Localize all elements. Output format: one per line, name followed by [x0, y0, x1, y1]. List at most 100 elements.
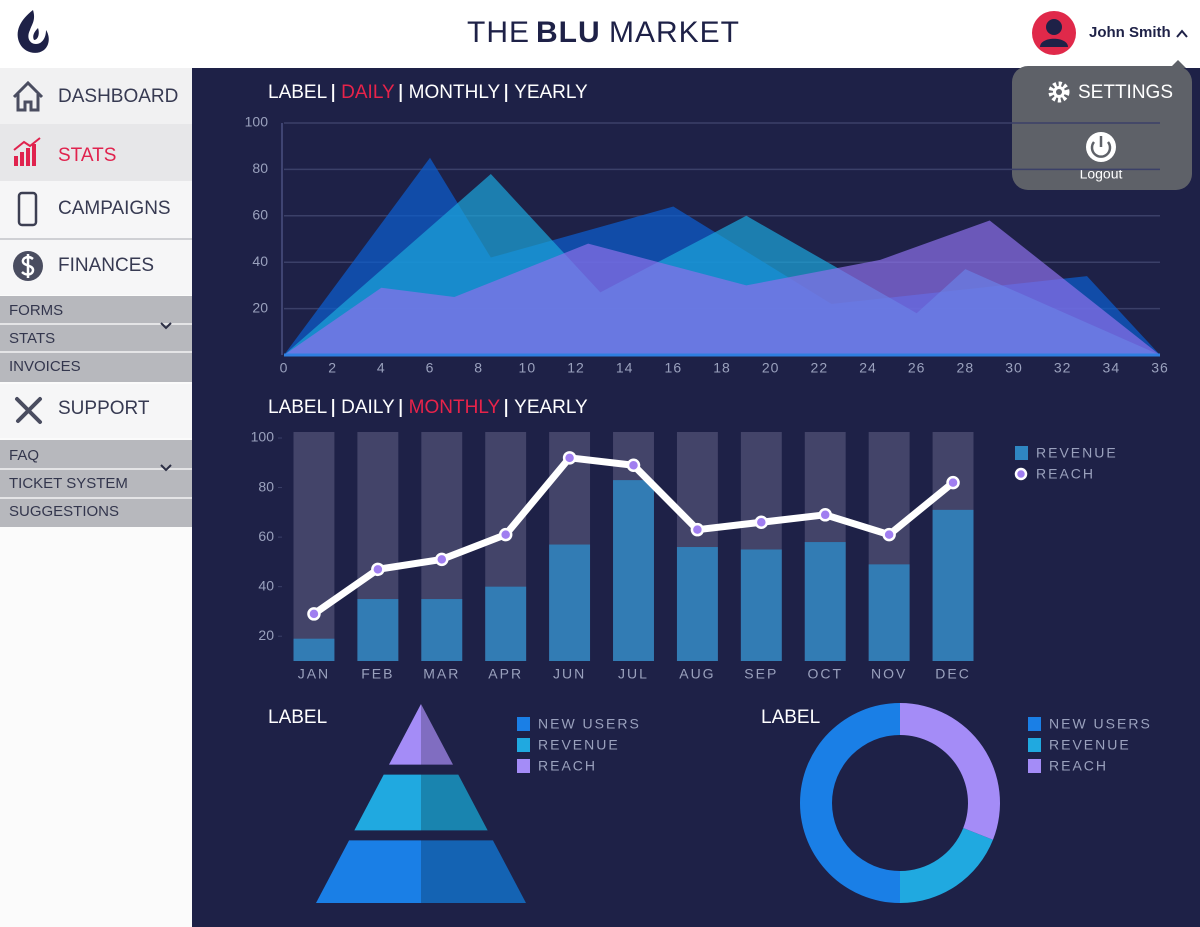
tab[interactable]: LABEL: [268, 82, 327, 103]
nav-item-bg[interactable]: [0, 68, 192, 124]
power-icon[interactable]: [1086, 132, 1116, 162]
divider: [0, 468, 192, 470]
x-tick-label: SEP: [744, 666, 778, 682]
y-tick-label: 40: [258, 577, 274, 593]
bar: [868, 564, 910, 661]
x-tick-label: AUG: [679, 666, 715, 682]
submenu: [0, 440, 192, 527]
nav-item[interactable]: SUPPORT: [58, 398, 150, 419]
avatar[interactable]: [1032, 11, 1076, 55]
donut-segment: [900, 828, 993, 903]
y-tick-label: 100: [245, 114, 269, 130]
chevron[interactable]: [160, 464, 172, 472]
submenu-item[interactable]: FORMS: [9, 302, 63, 319]
pyramid-tier: [354, 774, 421, 831]
nav-item-bg[interactable]: [0, 384, 192, 438]
point: [690, 522, 705, 537]
x-tick-label: 8: [474, 360, 483, 376]
x-tick-label: APR: [488, 666, 523, 682]
settings-label[interactable]: SETTINGS: [1078, 82, 1173, 103]
legend-swatch: [1028, 738, 1041, 752]
tab[interactable]: LABEL: [268, 397, 327, 418]
submenu-item[interactable]: FAQ: [9, 447, 39, 464]
logo[interactable]: [17, 10, 49, 53]
bar: [549, 544, 591, 661]
nav-item-active[interactable]: STATS: [58, 145, 116, 166]
phone-icon: [17, 191, 38, 227]
x-tick-label: 10: [519, 360, 537, 376]
point: [562, 451, 577, 465]
tab[interactable]: YEARLY: [514, 82, 588, 103]
legend-swatch: [1028, 717, 1041, 731]
legend-label: REACH: [538, 758, 597, 774]
tab[interactable]: MONTHLY: [409, 82, 501, 103]
header: [0, 0, 1200, 68]
legend-swatch: [517, 759, 530, 773]
submenu-item[interactable]: TICKET SYSTEM: [9, 475, 128, 492]
home-icon: [12, 80, 44, 112]
x-tick-label: 26: [908, 360, 926, 376]
x-tick-label: MAR: [423, 666, 460, 682]
dollar-glyph: [21, 254, 35, 278]
caret[interactable]: [1176, 29, 1188, 38]
x-tick-label: 0: [280, 360, 289, 376]
area: [284, 220, 1160, 355]
y-tick-label: 100: [251, 429, 275, 445]
x-tick-label: JUL: [618, 666, 649, 682]
tab[interactable]: MONTHLY: [409, 397, 501, 418]
x-tick-label: JAN: [298, 666, 330, 682]
pyramid-tier-side: [421, 774, 488, 831]
brand-part: BLU: [536, 16, 601, 49]
nav-item[interactable]: FINANCES: [58, 255, 154, 276]
divider: [0, 323, 192, 325]
x-tick-label: 18: [713, 360, 731, 376]
x-tick-label: 22: [811, 360, 829, 376]
bar: [613, 480, 654, 661]
logout-label[interactable]: Logout: [1080, 166, 1123, 182]
submenu-item[interactable]: INVOICES: [9, 358, 81, 375]
submenu-item[interactable]: SUGGESTIONS: [9, 503, 119, 520]
x-tick-label: 16: [665, 360, 683, 376]
tab[interactable]: DAILY: [341, 397, 395, 418]
legend-swatch: [517, 717, 530, 731]
x-tick-label: 34: [1103, 360, 1121, 376]
nav-item-bg[interactable]: [0, 181, 192, 238]
chart-title: LABEL: [761, 707, 820, 728]
stats-icon: [13, 137, 41, 166]
y-tick-label: 20: [258, 627, 274, 643]
legend-label: REVENUE: [1036, 445, 1118, 461]
nav-item[interactable]: DASHBOARD: [58, 86, 178, 107]
tab[interactable]: YEARLY: [514, 397, 588, 418]
legend-label: REACH: [1049, 758, 1108, 774]
chevron[interactable]: [160, 322, 172, 330]
bar: [740, 549, 782, 661]
divider: [0, 497, 192, 499]
point: [754, 515, 769, 529]
x-tick-label: 30: [1005, 360, 1023, 376]
x-tick-label: 12: [567, 360, 585, 376]
submenu-item[interactable]: STATS: [9, 330, 55, 347]
point: [882, 527, 896, 542]
nav-item[interactable]: CAMPAIGNS: [58, 198, 171, 219]
x-tick-label: 6: [426, 360, 435, 376]
bar: [932, 509, 974, 661]
bar: [421, 599, 463, 661]
point: [307, 607, 321, 621]
gear-icon[interactable]: [1048, 81, 1070, 103]
bar: [485, 586, 527, 661]
x-tick-label: 24: [859, 360, 877, 376]
x-tick-label: 2: [328, 360, 337, 376]
y-tick-label: 80: [252, 160, 268, 176]
user-name[interactable]: John Smith: [1089, 24, 1171, 41]
x-tick-label: 4: [377, 360, 386, 376]
x-tick-label: DEC: [935, 666, 971, 682]
x-tick-label: NOV: [871, 666, 907, 682]
y-tick-label: 20: [252, 299, 268, 315]
tab[interactable]: DAILY: [341, 82, 395, 103]
donut-segment: [800, 703, 900, 903]
point: [818, 508, 832, 522]
brand-part: MARKET: [609, 16, 740, 49]
